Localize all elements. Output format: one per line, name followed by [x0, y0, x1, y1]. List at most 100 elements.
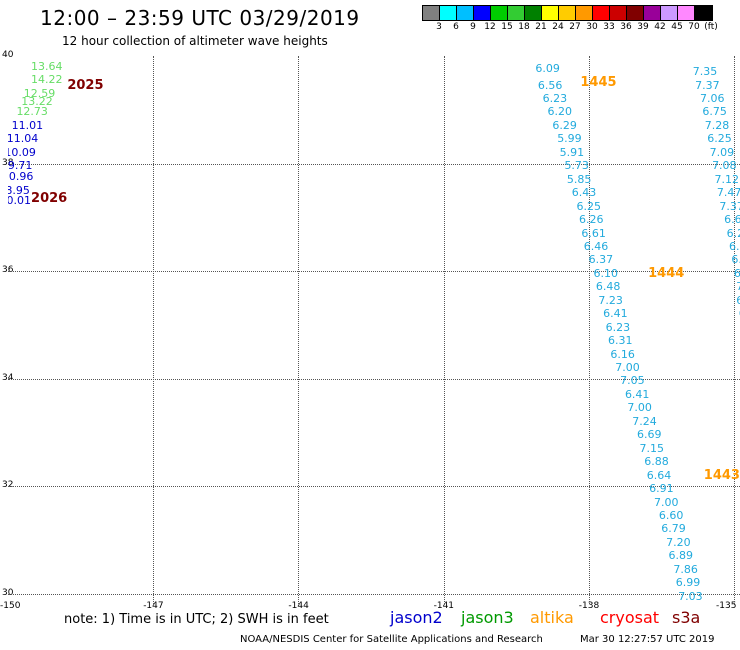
orbit-number: 2026: [31, 190, 68, 206]
wave-height-value: 7.24: [632, 414, 657, 428]
wave-height-value: 6.79: [661, 522, 686, 536]
legend-tick-label: (ft): [704, 22, 718, 32]
longitude-label: -144: [288, 601, 309, 611]
longitude-label: -147: [143, 601, 164, 611]
latitude-label: 36: [2, 265, 14, 276]
legend-swatch: [474, 6, 491, 20]
wave-height-value: 6.43: [571, 186, 597, 200]
legend-tick-label: 27: [569, 22, 581, 32]
latitude-grid-line: [8, 163, 740, 165]
longitude-grid-line: [734, 56, 735, 604]
wave-height-value: 6.20: [547, 105, 573, 119]
legend-tick-label: 18: [518, 22, 530, 32]
wave-height-value: 6.91: [649, 482, 674, 496]
wave-height-value: 6.79: [731, 253, 740, 267]
wave-height-value: 7.23: [598, 293, 623, 307]
longitude-label: -150: [0, 601, 21, 611]
legend-swatch: [491, 6, 508, 20]
wave-height-value: 7.06: [699, 92, 725, 106]
longitude-label: -138: [578, 601, 600, 611]
satellite-legend-s3a: s3a: [672, 608, 701, 627]
orbit-number: 1443: [703, 467, 740, 483]
wave-height-value: 7.03: [678, 589, 703, 603]
longitude-label: -141: [433, 601, 455, 611]
legend-tick-label: 30: [586, 22, 598, 32]
wave-height-value: 6.26: [578, 213, 604, 227]
map-subtitle: 12 hour collection of altimeter wave hei…: [62, 34, 328, 48]
legend-tick-label: 39: [637, 22, 649, 32]
wave-height-value: 6.99: [675, 576, 701, 590]
legend-swatch: [593, 6, 610, 20]
wave-height-value: 7.00: [627, 401, 652, 415]
wave-height-value: 5.99: [557, 132, 582, 146]
legend-tick-label: 6: [453, 22, 459, 32]
latitude-grid-line: [8, 486, 740, 488]
wave-height-value: 6.69: [637, 428, 662, 442]
longitude-grid-line: [588, 56, 590, 604]
wave-height-value: 7.35: [692, 65, 718, 79]
wave-height-value: 7.00: [615, 361, 640, 375]
orbit-number: 2025: [67, 77, 104, 93]
wave-height-value: 6.41: [603, 307, 628, 321]
wave-height-value: 5.91: [559, 145, 585, 159]
legend-tick-label: 3: [436, 22, 442, 32]
wave-height-value: 14.22: [30, 73, 63, 87]
wave-height-value: 6.56: [537, 78, 563, 92]
wave-height-value: 6.31: [608, 334, 633, 348]
legend-swatch: [627, 6, 644, 20]
wave-height-value: 6.64: [646, 468, 672, 482]
wave-height-value: 6.68: [724, 213, 740, 227]
wave-height-value: 7.09: [709, 145, 735, 159]
wave-height-value: 12.59: [23, 86, 56, 100]
wave-height-value: 11.01: [11, 118, 44, 132]
wave-height-value: 6.04: [729, 239, 740, 253]
wave-height-value: 5.85: [566, 172, 592, 186]
legend-tick-label: 15: [501, 22, 513, 32]
longitude-grid-line: [298, 56, 300, 604]
satellite-legend-cryosat: cryosat: [600, 608, 660, 627]
latitude-label: 38: [2, 157, 14, 168]
legend-swatch: [610, 6, 627, 20]
orbit-number: 1445: [580, 74, 617, 90]
legend-swatch: [695, 6, 712, 20]
wave-height-value: 6.23: [605, 320, 631, 334]
wave-height-value: 13.22: [21, 94, 53, 108]
wave-height-value: 12.73: [16, 105, 48, 119]
wave-height-value: 6.46: [583, 239, 609, 253]
legend-tick-label: 45: [671, 22, 683, 32]
legend-swatch: [423, 6, 440, 20]
wave-height-value: 5.73: [564, 159, 589, 173]
latitude-grid-line: [8, 594, 740, 595]
satellite-legend-jason3: jason3: [461, 608, 514, 627]
wave-height-value: 8.95: [8, 183, 30, 197]
footer-credit: NOAA/NESDIS Center for Satellite Applica…: [240, 634, 543, 645]
wave-height-value: 6.10: [593, 266, 618, 280]
legend-swatch: [559, 6, 576, 20]
wave-height-value: 9.71: [8, 159, 33, 173]
legend-swatch: [661, 6, 678, 20]
wave-height-value: 6.75: [702, 105, 727, 119]
wave-height-value: 6.92: [733, 266, 740, 280]
color-scale-legend: [422, 5, 713, 21]
wave-height-value: 7.00: [653, 495, 679, 509]
wave-height-value: 6.61: [581, 226, 606, 240]
wave-height-value: 7.37: [719, 199, 740, 213]
satellite-legend-altika: altika: [530, 608, 574, 627]
legend-tick-label: 36: [620, 22, 632, 32]
wave-height-value: 6.97: [739, 307, 740, 320]
wave-height-value: 13.64: [30, 59, 63, 73]
wave-height-value: 6.41: [624, 387, 650, 401]
latitude-grid-line: [8, 378, 740, 380]
wave-height-value: 6.21: [726, 226, 740, 240]
wave-height-value: 6.37: [588, 253, 614, 267]
legend-swatch: [644, 6, 661, 20]
wave-height-value: 6.89: [668, 549, 694, 563]
latitude-label: 40: [2, 50, 14, 60]
wave-height-value: 7.08: [712, 159, 737, 173]
latitude-label: 32: [2, 480, 14, 491]
wave-height-value: 6.60: [658, 508, 684, 522]
wave-height-value: 7.01: [681, 603, 706, 604]
wave-height-value: 6.29: [552, 118, 577, 132]
wave-height-value: 7.12: [714, 172, 739, 186]
legend-swatch: [457, 6, 474, 20]
